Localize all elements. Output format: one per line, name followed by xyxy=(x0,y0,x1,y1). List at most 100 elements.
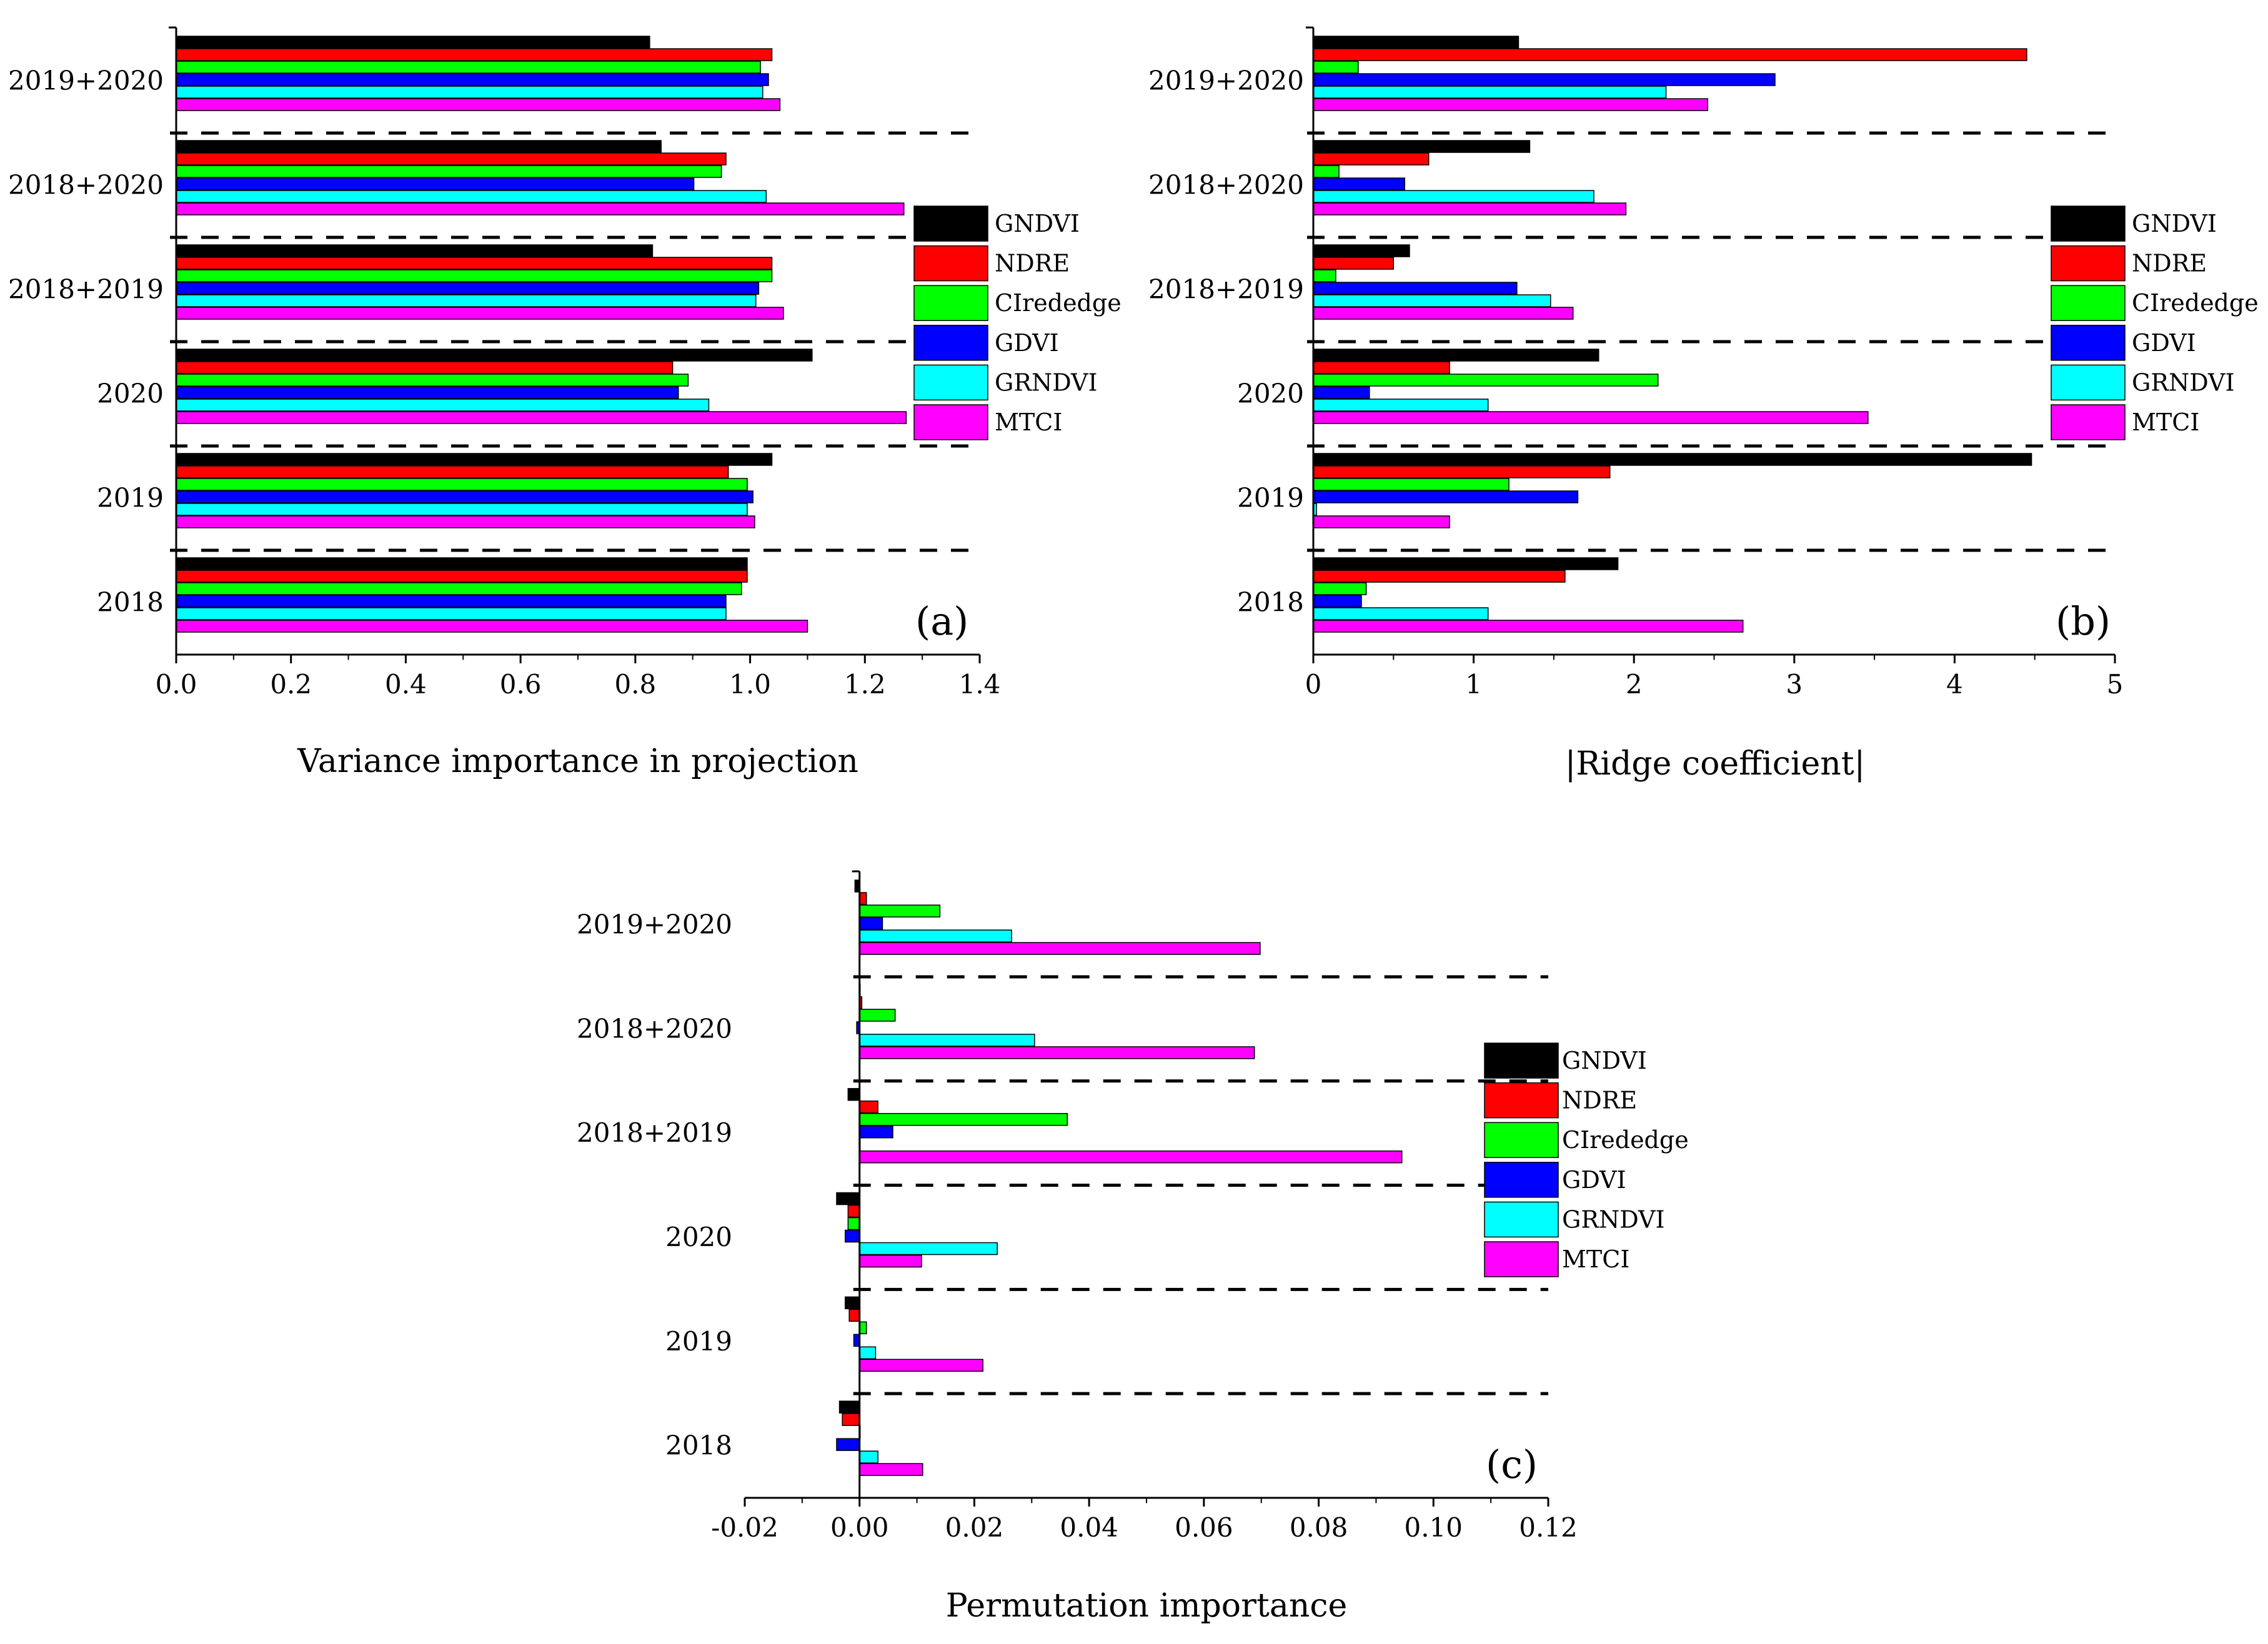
legend-swatch-gndvi xyxy=(1484,1042,1559,1079)
bar-2019-grndvi xyxy=(176,503,748,516)
bar-2018-2019-gdvi xyxy=(176,282,760,295)
x-tick-label: 1.2 xyxy=(844,669,886,700)
bar-2020-mtci xyxy=(176,411,907,424)
x-axis-title: |Ridge coefficient| xyxy=(1565,745,1865,783)
bar-2020-mtci xyxy=(858,1254,922,1268)
bar-2018-2019-cirededge xyxy=(1313,269,1336,282)
legend-label-gdvi: GDVI xyxy=(995,329,1059,357)
x-tick-label: 3 xyxy=(1786,669,1803,700)
bar-2019-2020-cirededge xyxy=(1313,61,1359,74)
bar-2019-2020-grndvi xyxy=(858,929,1012,943)
bar-2018-2019-ndre xyxy=(858,1100,878,1114)
category-label-2018-2019: 2018+2019 xyxy=(1148,274,1304,305)
x-tick-label: 4 xyxy=(1946,669,1963,700)
bar-2018-mtci xyxy=(1313,620,1744,633)
bar-2019-2020-cirededge xyxy=(858,904,941,918)
legend-swatch-grndvi xyxy=(1484,1201,1559,1238)
bar-2020-cirededge xyxy=(847,1217,860,1231)
bar-2020-gndvi xyxy=(1313,349,1599,362)
bar-2019-ndre xyxy=(176,465,729,478)
bar-2018-gndvi xyxy=(176,557,748,570)
bar-2018-cirededge xyxy=(1313,582,1367,595)
bar-2020-gdvi xyxy=(845,1229,860,1243)
panel-label: (a) xyxy=(915,598,968,644)
x-tick-label: 0.2 xyxy=(270,669,312,700)
legend-swatch-mtci xyxy=(2051,404,2126,440)
bar-2020-mtci xyxy=(1313,411,1869,424)
bar-2018-2020-grndvi xyxy=(1313,190,1594,203)
category-label-2020: 2020 xyxy=(1237,379,1304,409)
x-tick-label: 0 xyxy=(1305,669,1322,700)
bar-2018-2019-cirededge xyxy=(176,269,773,282)
bar-2018-cirededge xyxy=(176,582,742,595)
legend-label-cirededge: CIrededge xyxy=(1562,1126,1689,1154)
bar-2019-2020-ndre xyxy=(1313,48,2027,61)
bar-2019-gdvi xyxy=(1313,490,1579,503)
bar-2019-2020-mtci xyxy=(1313,98,1708,111)
legend-swatch-gdvi xyxy=(1484,1162,1559,1198)
bar-2018-2019-mtci xyxy=(1313,307,1574,320)
bar-2020-cirededge xyxy=(1313,374,1659,387)
legend-label-gndvi: GNDVI xyxy=(2132,210,2217,237)
category-label-2018-2020: 2018+2020 xyxy=(1148,170,1304,201)
panel-b-chart: 2019+2020 2018+2020 2018+2019 2020 2019 2018 0… xyxy=(1148,26,2259,783)
bar-2018-2019-gdvi xyxy=(858,1125,893,1139)
category-label-2018: 2018 xyxy=(1237,587,1304,618)
legend-label-grndvi: GRNDVI xyxy=(995,369,1097,396)
legend-swatch-cirededge xyxy=(2051,285,2126,321)
panel-c-chart: 2019+2020 2018+2020 2018+2019 2020 2019 2018 -… xyxy=(577,870,1689,1625)
x-tick-label: 0.06 xyxy=(1175,1512,1233,1543)
legend-label-grndvi: GRNDVI xyxy=(2132,369,2234,396)
bar-2018-gdvi xyxy=(176,595,727,608)
x-tick-label: 0.8 xyxy=(614,669,656,700)
legend-label-grndvi: GRNDVI xyxy=(1562,1206,1664,1233)
bar-2018-gdvi xyxy=(1313,595,1362,608)
bar-2018-grndvi xyxy=(858,1450,878,1463)
bar-2018-ndre xyxy=(1313,570,1566,583)
bar-2019-cirededge xyxy=(858,1321,867,1335)
x-tick-label: 0.4 xyxy=(385,669,427,700)
x-tick-label: 1 xyxy=(1465,669,1482,700)
bar-2018-2019-gndvi xyxy=(176,244,654,257)
bar-2019-2020-grndvi xyxy=(176,86,763,99)
x-tick-label: 0.12 xyxy=(1519,1512,1578,1543)
bar-2020-gdvi xyxy=(176,386,679,399)
bar-2020-gndvi xyxy=(836,1192,860,1206)
x-tick-label: 0.02 xyxy=(945,1512,1004,1543)
x-tick-label: 0.0 xyxy=(156,669,197,700)
bar-2019-mtci xyxy=(176,515,755,528)
bar-2018-2020-mtci xyxy=(858,1046,1255,1059)
bar-2019-gndvi xyxy=(176,453,773,466)
legend-label-mtci: MTCI xyxy=(995,409,1062,436)
bar-2018-2019-ndre xyxy=(1313,257,1395,270)
legend-swatch-gdvi xyxy=(2051,325,2126,361)
bar-2018-mtci xyxy=(858,1463,923,1476)
legend-swatch-ndre xyxy=(913,245,988,282)
category-label-2019-2020: 2019+2020 xyxy=(8,66,164,96)
legend-swatch-gndvi xyxy=(913,206,988,242)
legend-label-gndvi: GNDVI xyxy=(995,210,1080,237)
bar-2019-2020-ndre xyxy=(858,892,867,905)
legend-label-cirededge: CIrededge xyxy=(995,289,1122,317)
bar-2018-2019-mtci xyxy=(176,307,784,320)
bar-2019-mtci xyxy=(1313,515,1450,528)
bar-2019-2020-gndvi xyxy=(176,36,650,49)
bar-2019-ndre xyxy=(1313,465,1611,478)
bar-2019-2020-gndvi xyxy=(1313,36,1519,49)
legend-swatch-mtci xyxy=(913,404,988,440)
legend-label-gdvi: GDVI xyxy=(2132,329,2196,357)
bar-2020-gdvi xyxy=(1313,386,1370,399)
bar-2019-cirededge xyxy=(1313,478,1510,491)
x-tick-label: 0.6 xyxy=(500,669,542,700)
bar-2018-2020-mtci xyxy=(176,202,905,215)
bar-2020-grndvi xyxy=(176,399,710,412)
bar-2020-grndvi xyxy=(1313,399,1489,412)
category-label-2018-2020: 2018+2020 xyxy=(8,170,164,201)
bar-2018-grndvi xyxy=(176,607,727,620)
bar-2019-2020-gdvi xyxy=(858,917,883,930)
category-label-2019-2020: 2019+2020 xyxy=(577,909,732,939)
category-label-2018-2019: 2018+2019 xyxy=(8,274,164,305)
x-tick-label: 1.4 xyxy=(959,669,1001,700)
legend-swatch-cirededge xyxy=(913,285,988,321)
bar-2019-mtci xyxy=(858,1359,983,1372)
